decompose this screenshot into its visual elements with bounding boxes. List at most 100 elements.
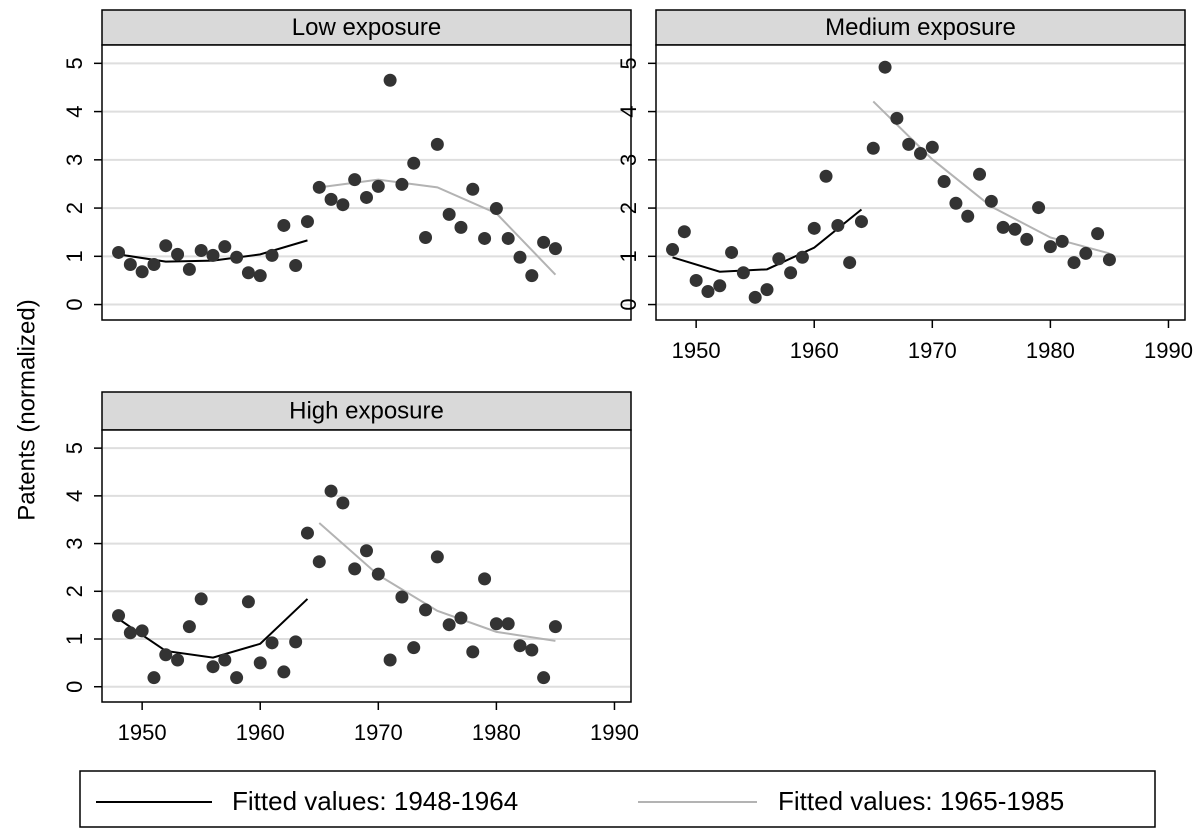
data-point (135, 624, 149, 638)
data-point (713, 279, 727, 293)
data-point (265, 248, 279, 262)
data-point (902, 137, 916, 151)
data-point (218, 240, 232, 254)
data-point (819, 169, 833, 183)
data-point (230, 250, 244, 264)
data-point (253, 269, 267, 283)
data-point (548, 242, 562, 256)
data-point (736, 266, 750, 280)
panel-header (655, 9, 1186, 46)
data-point (1067, 256, 1081, 270)
data-point (1020, 232, 1034, 246)
data-point (513, 639, 527, 653)
data-point (537, 671, 551, 685)
y-tick-label: 0 (62, 298, 87, 310)
data-point (501, 617, 515, 631)
data-point (454, 611, 468, 625)
data-point (430, 137, 444, 151)
x-tick-label: 1990 (1144, 338, 1193, 363)
panel-title: Low exposure (292, 14, 441, 41)
data-point (300, 215, 314, 229)
data-point (371, 179, 385, 193)
data-point (442, 207, 456, 221)
x-tick-label: 1950 (118, 720, 167, 745)
data-point (689, 273, 703, 287)
data-point (383, 73, 397, 87)
data-point (890, 111, 904, 125)
data-point (1055, 234, 1069, 248)
x-tick-label: 1980 (1026, 338, 1075, 363)
data-point (760, 283, 774, 297)
data-point (973, 167, 987, 181)
data-point (478, 231, 492, 245)
data-point (336, 496, 350, 510)
data-point (182, 262, 196, 276)
y-tick-label: 3 (62, 537, 87, 549)
data-point (1008, 222, 1022, 236)
data-point (525, 269, 539, 283)
data-point (489, 617, 503, 631)
data-point (348, 173, 362, 187)
data-point (666, 243, 680, 257)
fitted-line (672, 208, 863, 273)
y-axis-label: Patents (normalized) (13, 299, 40, 520)
data-point (854, 215, 868, 229)
legend-box (79, 770, 1156, 828)
data-point (371, 567, 385, 581)
data-point (336, 198, 350, 212)
data-point (194, 244, 208, 258)
data-point (395, 177, 409, 191)
panel-title: High exposure (289, 397, 444, 424)
data-point (925, 140, 939, 154)
x-tick-label: 1990 (590, 720, 639, 745)
y-tick-label: 3 (616, 154, 641, 166)
data-point (748, 290, 762, 304)
data-point (537, 235, 551, 249)
data-point (513, 250, 527, 264)
x-tick-label: 1960 (236, 720, 285, 745)
data-point (407, 641, 421, 655)
data-point (277, 218, 291, 232)
data-point (135, 265, 149, 279)
data-point (725, 245, 739, 259)
data-point (112, 245, 126, 259)
y-tick-label: 0 (616, 298, 641, 310)
data-point (442, 618, 456, 632)
y-tick-label: 4 (62, 105, 87, 117)
y-tick-label: 2 (62, 202, 87, 214)
panel-header (101, 391, 632, 431)
data-point (949, 196, 963, 210)
fitted-line (318, 522, 556, 642)
data-point (300, 526, 314, 540)
data-point (360, 544, 373, 558)
data-point (984, 194, 998, 208)
data-point (807, 221, 821, 235)
data-point (218, 653, 232, 667)
data-point (878, 60, 892, 74)
data-point (348, 562, 362, 576)
data-point (501, 231, 515, 245)
data-point (324, 484, 338, 498)
data-point (914, 147, 927, 161)
x-tick-label: 1980 (472, 720, 521, 745)
x-tick-label: 1970 (908, 338, 957, 363)
data-point (548, 620, 562, 634)
y-tick-label: 4 (616, 105, 641, 117)
data-point (466, 645, 480, 659)
data-point (312, 555, 326, 569)
panel-header (101, 9, 632, 46)
data-point (419, 231, 433, 244)
data-point (277, 665, 291, 679)
y-tick-label: 2 (616, 202, 641, 214)
data-point (265, 636, 279, 650)
data-point (407, 156, 421, 170)
data-point (466, 182, 480, 196)
data-point (230, 671, 244, 685)
data-point (996, 220, 1010, 234)
data-point (182, 620, 196, 634)
data-point (206, 660, 220, 674)
data-point (784, 266, 798, 280)
data-point (312, 180, 326, 194)
data-point (843, 256, 857, 270)
